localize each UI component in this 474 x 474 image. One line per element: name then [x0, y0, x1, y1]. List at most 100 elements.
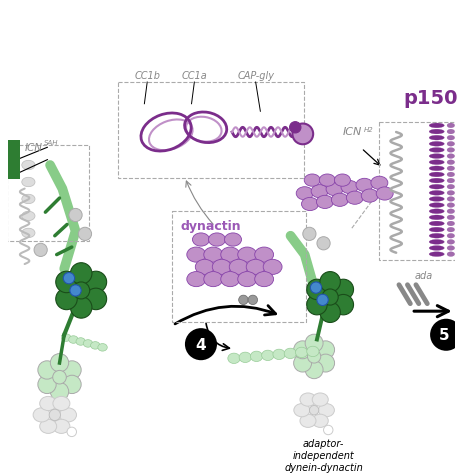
Ellipse shape: [333, 279, 354, 300]
Ellipse shape: [212, 259, 231, 274]
Ellipse shape: [317, 341, 335, 359]
Ellipse shape: [204, 272, 223, 287]
Ellipse shape: [429, 246, 444, 250]
Ellipse shape: [53, 396, 70, 410]
Ellipse shape: [192, 233, 210, 246]
Ellipse shape: [429, 154, 444, 158]
Circle shape: [310, 405, 319, 415]
Text: p150: p150: [404, 90, 458, 109]
Ellipse shape: [429, 147, 444, 152]
Ellipse shape: [63, 375, 81, 393]
Bar: [8, 139, 20, 179]
Ellipse shape: [76, 337, 85, 345]
Ellipse shape: [38, 375, 56, 393]
Ellipse shape: [60, 408, 76, 422]
Ellipse shape: [331, 193, 348, 206]
Ellipse shape: [22, 194, 35, 204]
Ellipse shape: [429, 233, 444, 238]
Ellipse shape: [429, 123, 444, 128]
Text: SAH: SAH: [45, 139, 59, 146]
Text: CC1a: CC1a: [182, 71, 207, 81]
Ellipse shape: [447, 166, 455, 171]
Circle shape: [70, 285, 81, 296]
Circle shape: [67, 427, 76, 437]
Ellipse shape: [447, 221, 455, 226]
Ellipse shape: [239, 352, 251, 363]
Circle shape: [239, 295, 248, 305]
Ellipse shape: [320, 302, 340, 322]
Circle shape: [322, 289, 338, 305]
Ellipse shape: [447, 246, 455, 250]
Text: ICN: ICN: [25, 143, 43, 153]
Ellipse shape: [334, 174, 350, 186]
Ellipse shape: [296, 187, 313, 200]
Circle shape: [185, 328, 217, 360]
Ellipse shape: [221, 247, 240, 262]
Ellipse shape: [429, 160, 444, 164]
Ellipse shape: [376, 187, 393, 200]
Circle shape: [317, 294, 328, 306]
Ellipse shape: [71, 297, 92, 318]
Ellipse shape: [429, 172, 444, 177]
Ellipse shape: [447, 129, 455, 134]
Text: H2: H2: [364, 127, 374, 133]
Ellipse shape: [85, 288, 107, 310]
Circle shape: [324, 425, 333, 435]
Ellipse shape: [447, 233, 455, 238]
Ellipse shape: [300, 393, 316, 406]
Ellipse shape: [295, 347, 308, 357]
Ellipse shape: [429, 209, 444, 214]
Ellipse shape: [33, 408, 50, 422]
Circle shape: [69, 209, 82, 221]
Ellipse shape: [255, 272, 273, 287]
Ellipse shape: [225, 233, 242, 246]
Ellipse shape: [447, 191, 455, 195]
Ellipse shape: [85, 271, 107, 292]
Ellipse shape: [447, 215, 455, 220]
Ellipse shape: [22, 211, 35, 221]
Ellipse shape: [346, 191, 363, 204]
Ellipse shape: [56, 271, 77, 292]
Ellipse shape: [262, 350, 274, 361]
Ellipse shape: [294, 354, 311, 372]
Ellipse shape: [91, 342, 100, 349]
Ellipse shape: [22, 160, 35, 170]
Ellipse shape: [447, 154, 455, 158]
Ellipse shape: [22, 177, 35, 187]
Circle shape: [248, 295, 257, 305]
Circle shape: [73, 282, 90, 299]
Ellipse shape: [447, 239, 455, 244]
Ellipse shape: [40, 396, 57, 410]
Ellipse shape: [187, 247, 206, 262]
Ellipse shape: [317, 195, 333, 209]
Ellipse shape: [356, 178, 373, 191]
Ellipse shape: [307, 346, 319, 356]
Text: ICN: ICN: [342, 127, 362, 137]
Ellipse shape: [429, 221, 444, 226]
Ellipse shape: [69, 336, 78, 343]
Ellipse shape: [312, 393, 328, 406]
Ellipse shape: [307, 294, 327, 315]
Ellipse shape: [429, 129, 444, 134]
Ellipse shape: [429, 166, 444, 171]
Ellipse shape: [311, 184, 328, 198]
Ellipse shape: [229, 259, 248, 274]
Ellipse shape: [255, 247, 273, 262]
Ellipse shape: [429, 178, 444, 183]
Ellipse shape: [221, 272, 240, 287]
Ellipse shape: [40, 419, 57, 433]
Circle shape: [49, 409, 61, 420]
Text: ada: ada: [415, 271, 433, 281]
Ellipse shape: [307, 279, 327, 300]
Ellipse shape: [305, 334, 323, 352]
Ellipse shape: [319, 174, 335, 186]
Ellipse shape: [53, 419, 70, 433]
Ellipse shape: [284, 348, 296, 358]
Circle shape: [64, 273, 74, 284]
Ellipse shape: [301, 197, 319, 210]
Ellipse shape: [333, 294, 354, 315]
Ellipse shape: [447, 227, 455, 232]
Ellipse shape: [429, 227, 444, 232]
Ellipse shape: [63, 361, 81, 379]
Circle shape: [317, 237, 330, 250]
